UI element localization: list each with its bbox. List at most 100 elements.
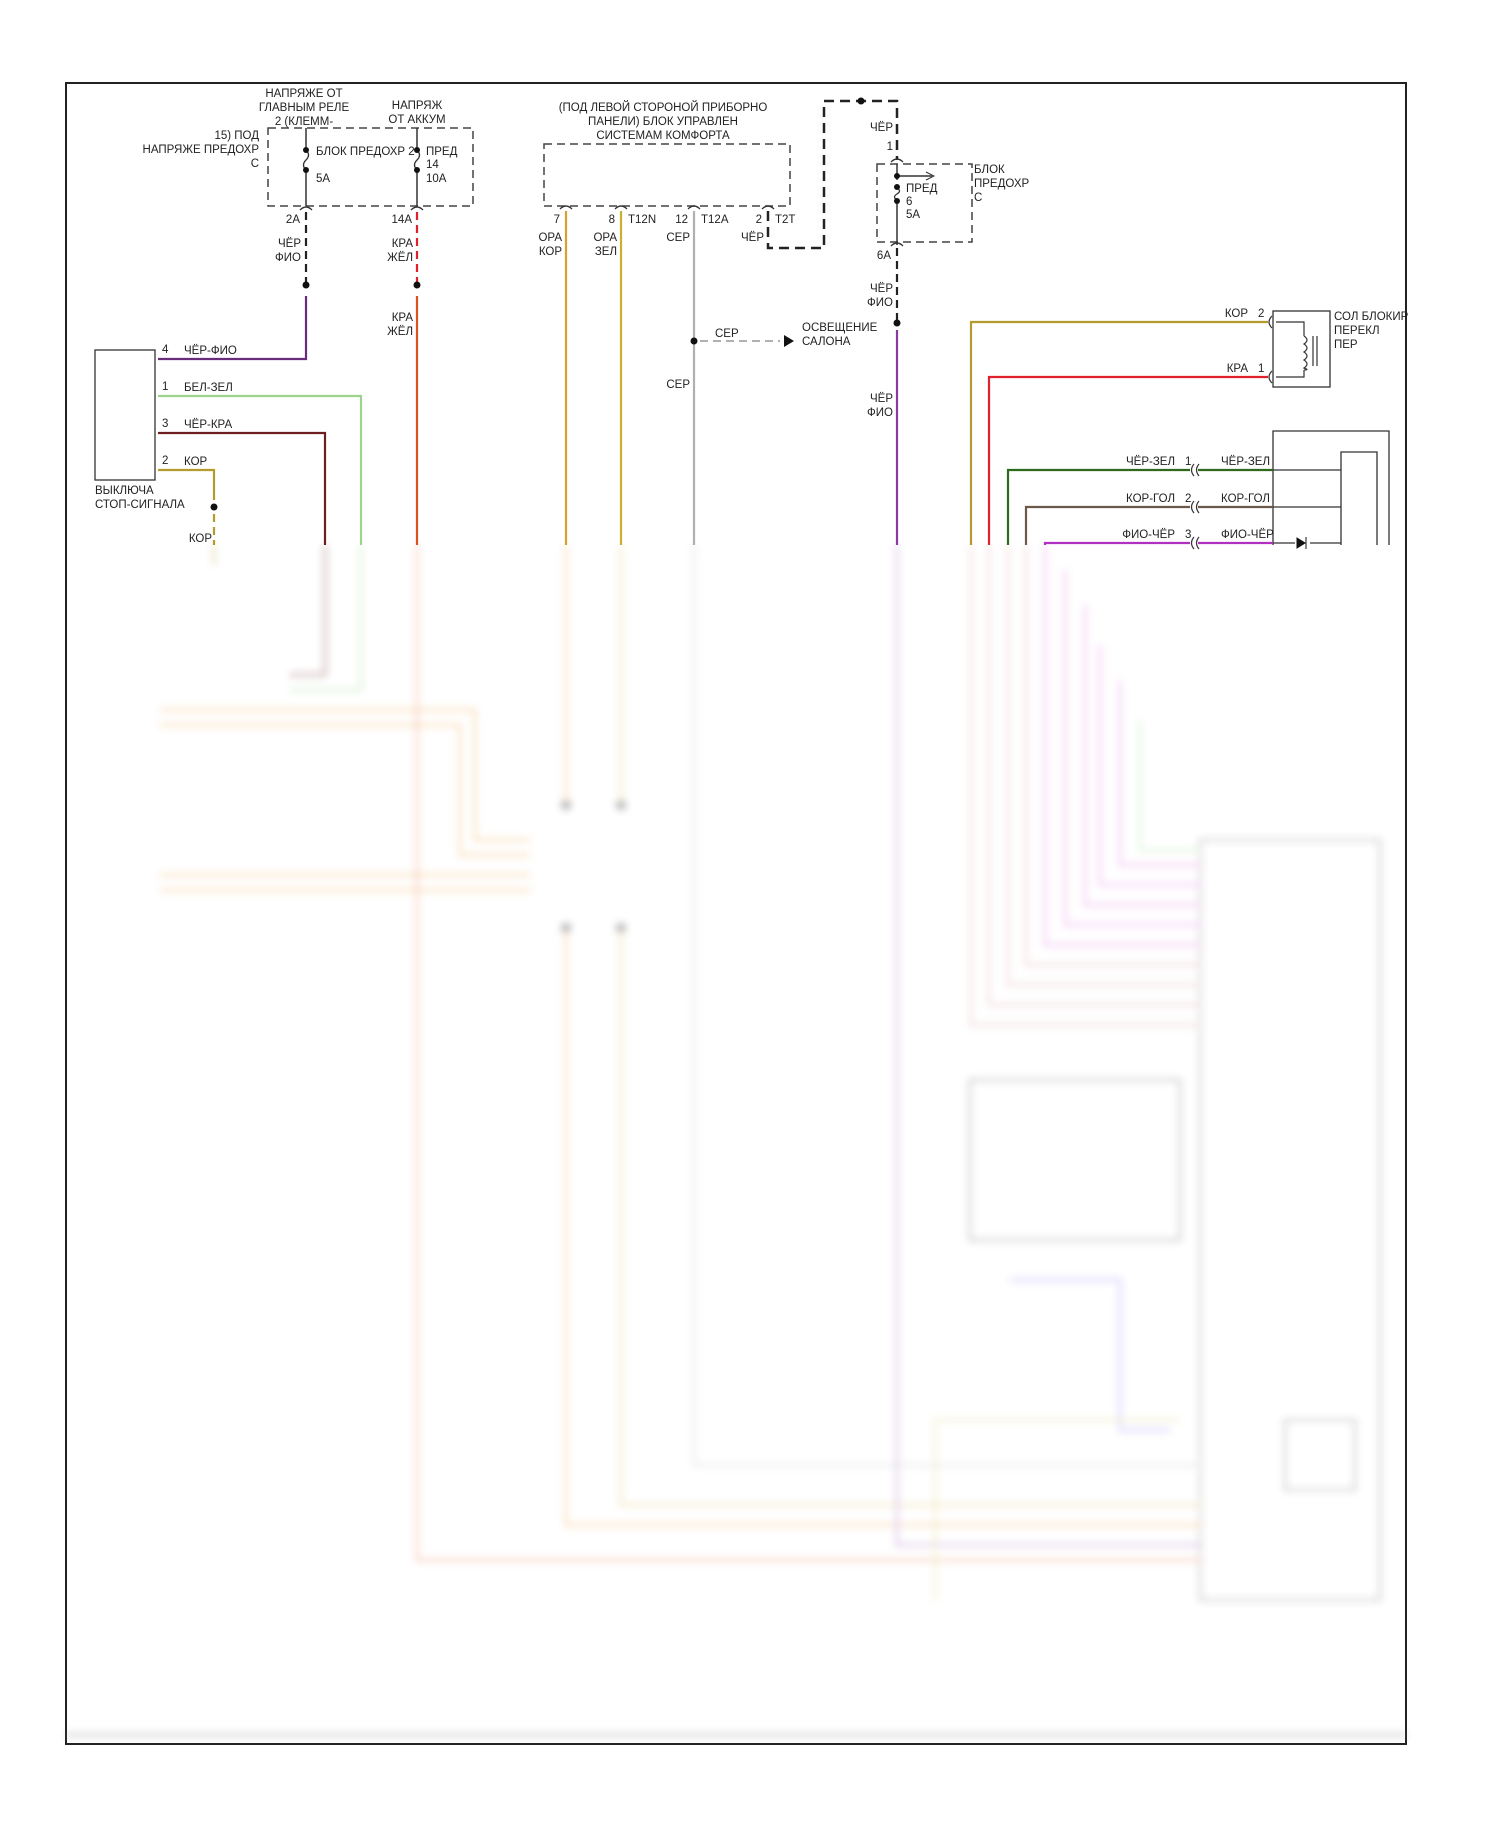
- pin-label: 2А: [286, 214, 300, 226]
- connector-label: T12A: [701, 214, 729, 226]
- wire-black-green: [1006, 468, 1190, 545]
- fuse-block-label: С: [974, 192, 982, 204]
- wire-label: ФИО-ЧЁР: [1122, 529, 1175, 541]
- wire-label: ЗЕЛ: [595, 246, 617, 258]
- pin-label: 6А: [877, 250, 891, 262]
- fuse-label: ПРЕД: [906, 183, 938, 195]
- splice-dot: [690, 337, 698, 345]
- wire-brown: [969, 320, 1268, 545]
- fuse-label: 6: [906, 196, 912, 208]
- connector-label: T2T: [775, 214, 795, 226]
- fuse-label: 10А: [426, 173, 447, 185]
- pin-label: 1: [887, 141, 893, 153]
- wire-label: КОР-ГОЛ: [1126, 493, 1175, 505]
- splice-dot: [413, 281, 421, 289]
- pin-label: 8: [609, 214, 615, 226]
- pin-label: 1: [162, 381, 168, 393]
- wire-label: ЧЁР-ЗЕЛ: [1126, 456, 1175, 468]
- wire-label: ОРА: [538, 232, 562, 244]
- module-outline: [543, 143, 791, 207]
- pin-label: 12: [675, 214, 688, 226]
- solenoid-label: ПЕР: [1334, 339, 1358, 351]
- switch-box: [94, 349, 156, 481]
- wire-black-dashed: [766, 99, 899, 250]
- fuse-block-c: ЧЁР 1 ПРЕД 6 5А БЛОК ПРЕДОХР С 6А ЧЁР ФИ…: [867, 122, 1029, 545]
- splice-dot: [302, 281, 310, 289]
- pin-label: 1: [1185, 456, 1191, 468]
- fuse-rating: 5А: [316, 173, 330, 185]
- wire-label: ЧЁР-ФИО: [184, 345, 237, 357]
- wire-label: ЧЁР: [870, 122, 893, 134]
- wire-label: ЖЁЛ: [387, 326, 413, 338]
- wire-label: ЧЁР-КРА: [184, 419, 232, 431]
- fuse-block-label: БЛОК ПРЕДОХР 2: [316, 146, 415, 158]
- pin-label: 4: [162, 344, 169, 356]
- fuse-label: ПРЕД: [426, 146, 458, 158]
- wire-red: [987, 375, 1268, 545]
- pin-label: 2: [162, 455, 168, 467]
- solenoid-label: СОЛ БЛОКИР: [1334, 311, 1409, 323]
- fuse-block-2: НАПРЯЖЕ ОТ ГЛАВНЫМ РЕЛЕ 2 (КЛЕММ- НАПРЯЖ…: [143, 88, 474, 545]
- pin-label: 3: [162, 418, 168, 430]
- interior-light-label: САЛОНА: [802, 336, 851, 348]
- module-label: (ПОД ЛЕВОЙ СТОРОНОЙ ПРИБОРНО: [559, 101, 768, 114]
- wire-brown-blue: [1024, 505, 1190, 545]
- wire-label: ЖЁЛ: [387, 252, 413, 264]
- wire-black-red: [158, 431, 327, 545]
- solenoid-box: [1272, 310, 1331, 388]
- battery-label: НАПРЯЖ: [392, 100, 443, 112]
- fuse-label: 14: [426, 159, 439, 171]
- pin-label: 2: [1258, 308, 1264, 320]
- main-relay-label: НАПРЯЖЕ ОТ: [265, 88, 342, 100]
- pin-label: 14А: [392, 214, 413, 226]
- wire-label: КОР-ГОЛ: [1221, 493, 1270, 505]
- comfort-control-module: (ПОД ЛЕВОЙ СТОРОНОЙ ПРИБОРНО ПАНЕЛИ) БЛО…: [538, 97, 899, 545]
- wire-label: ФИО-ЧЁР: [1221, 529, 1274, 541]
- blurred-lower-diagram: [66, 545, 1406, 1737]
- connector-icon: [299, 206, 424, 211]
- wire-black-violet: [158, 296, 308, 361]
- wire-label: КОР: [1225, 308, 1249, 320]
- diagram-frame: [65, 82, 1407, 1745]
- fuse-block-outline: [876, 163, 973, 243]
- wire-label: ОРА: [593, 232, 617, 244]
- wire-label: СЕР: [715, 328, 739, 340]
- wire-white-green: [158, 394, 363, 545]
- wire-label: СЕР: [666, 232, 690, 244]
- wire-label: БЕЛ-ЗЕЛ: [184, 382, 233, 394]
- pin-label: 2: [756, 214, 762, 226]
- led-diode-icon: [1296, 537, 1307, 549]
- wire-label: ЧЁР: [870, 283, 893, 295]
- main-relay-label: ГЛАВНЫМ РЕЛЕ: [259, 102, 350, 114]
- stop-light-switch: ВЫКЛЮЧА СТОП-СИГНАЛА КОР 4 ЧЁР-ФИО 1 БЕЛ…: [94, 296, 363, 545]
- fuse-left-label: НАПРЯЖЕ ПРЕДОХР: [143, 144, 260, 156]
- main-relay-label: 2 (КЛЕММ-: [275, 116, 333, 128]
- fuse-block-label: ПРЕДОХР: [974, 178, 1029, 190]
- module-label: ПАНЕЛИ) БЛОК УПРАВЛЕН: [588, 116, 738, 128]
- pin-label: 1: [1258, 363, 1264, 375]
- battery-label: ОТ АККУМ: [388, 114, 445, 126]
- wire-label: КРА: [392, 238, 414, 250]
- wire-label: КОР: [189, 533, 213, 545]
- wire-label: КОР: [539, 246, 563, 258]
- fuse-label: 5А: [906, 209, 920, 221]
- wire-violet-black: [1043, 541, 1190, 545]
- wire-label: КРА: [392, 312, 414, 324]
- arrow-icon: [784, 335, 794, 347]
- wire-brown: [158, 468, 216, 500]
- wire-label: СЕР: [666, 379, 690, 391]
- solenoid-label: ПЕРЕКЛ: [1334, 325, 1380, 337]
- wire-label: КРА: [1227, 363, 1249, 375]
- fuse-block-label: БЛОК: [974, 164, 1005, 176]
- wire-label: ЧЁР-ЗЕЛ: [1221, 456, 1270, 468]
- shift-lock-solenoid: СОЛ БЛОКИР ПЕРЕКЛ ПЕР КОР 2 КРА 1: [969, 308, 1409, 545]
- switch-label: СТОП-СИГНАЛА: [95, 499, 185, 511]
- fuse-left-label: С: [251, 158, 259, 170]
- connector-label: T12N: [628, 214, 656, 226]
- wire-label: ФИО: [867, 407, 893, 419]
- switch-box: [1272, 430, 1390, 545]
- fuse-icon: [893, 187, 901, 201]
- wire-label: КОР: [184, 456, 208, 468]
- pin-label: 7: [554, 214, 560, 226]
- pin-label: 2: [1185, 493, 1191, 505]
